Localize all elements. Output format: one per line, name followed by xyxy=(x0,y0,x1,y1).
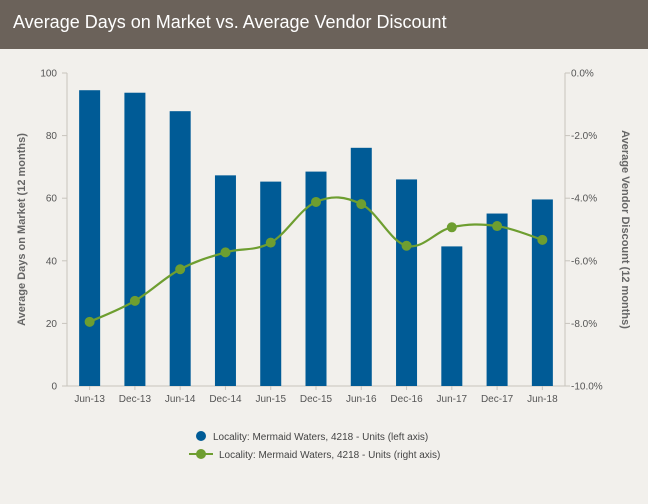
line-point xyxy=(84,316,95,327)
x-tick-label: Jun-17 xyxy=(437,394,468,405)
left-tick-label: 60 xyxy=(46,194,58,205)
legend-bar-label: Locality: Mermaid Waters, 4218 - Units (… xyxy=(213,432,428,443)
line-point xyxy=(175,264,186,275)
x-tick-label: Dec-16 xyxy=(390,394,423,405)
line-point xyxy=(356,199,367,210)
x-tick-label: Jun-18 xyxy=(527,394,558,405)
right-axis-ticks: -10.0% -8.0% -6.0% -4.0% -2.0% 0.0% xyxy=(565,69,603,393)
x-tick-label: Jun-14 xyxy=(165,394,196,405)
x-tick-label: Dec-13 xyxy=(119,394,152,405)
legend-line-marker xyxy=(196,449,206,459)
x-tick-label: Dec-17 xyxy=(481,394,514,405)
left-tick-label: 0 xyxy=(51,382,57,393)
line-point xyxy=(265,237,276,248)
bar xyxy=(79,90,101,386)
right-tick-label: -10.0% xyxy=(571,382,603,393)
bar xyxy=(486,213,508,386)
line-point xyxy=(446,222,457,233)
x-tick-label: Dec-14 xyxy=(209,394,242,405)
left-axis-ticks: 0 20 40 60 80 100 xyxy=(40,69,67,393)
line-point xyxy=(220,247,231,258)
bar-series xyxy=(79,90,553,387)
chart-title: Average Days on Market vs. Average Vendo… xyxy=(13,12,447,32)
combo-chart: 0 20 40 60 80 100 -10.0% -8.0% -6.0% -4.0% -2.0% 0… xyxy=(16,69,631,462)
left-tick-label: 40 xyxy=(46,256,58,267)
bar xyxy=(214,175,236,386)
line-point xyxy=(492,221,503,232)
right-tick-label: -4.0% xyxy=(571,194,597,205)
bar xyxy=(350,147,372,386)
chart-header: Average Days on Market vs. Average Vendo… xyxy=(0,0,648,49)
line-point xyxy=(537,234,548,245)
x-axis-ticks: Jun-13 Dec-13 Jun-14 Dec-14 Jun-15 Dec-15 Jun-… xyxy=(74,386,558,405)
left-tick-label: 100 xyxy=(40,69,57,80)
legend-bar-marker xyxy=(196,431,206,441)
x-tick-label: Jun-16 xyxy=(346,394,377,405)
right-tick-label: 0.0% xyxy=(571,69,594,80)
bar xyxy=(396,179,418,386)
line-point xyxy=(311,196,321,207)
right-tick-label: -8.0% xyxy=(571,319,597,330)
x-tick-label: Jun-15 xyxy=(255,394,286,405)
bar xyxy=(124,92,146,387)
right-tick-label: -2.0% xyxy=(571,131,597,142)
bar xyxy=(169,111,191,386)
right-tick-label: -6.0% xyxy=(571,256,597,267)
left-tick-label: 80 xyxy=(46,131,58,142)
bar xyxy=(441,246,463,386)
left-tick-label: 20 xyxy=(46,319,58,330)
left-axis-title: Average Days on Market (12 months) xyxy=(16,133,28,326)
line-point xyxy=(401,240,412,251)
x-tick-label: Dec-15 xyxy=(300,394,333,405)
bar xyxy=(305,171,327,386)
line-point xyxy=(129,295,140,306)
bar xyxy=(531,199,553,386)
legend: Locality: Mermaid Waters, 4218 - Units (… xyxy=(189,431,440,461)
x-tick-label: Jun-13 xyxy=(74,394,105,405)
chart-area: 0 20 40 60 80 100 -10.0% -8.0% -6.0% -4.0% -2.0% 0… xyxy=(0,49,648,499)
bar xyxy=(260,181,282,386)
line-series xyxy=(84,196,548,327)
right-axis-title: Average Vendor Discount (12 months) xyxy=(619,130,631,329)
legend-line-label: Locality: Mermaid Waters, 4218 - Units (… xyxy=(219,450,440,461)
